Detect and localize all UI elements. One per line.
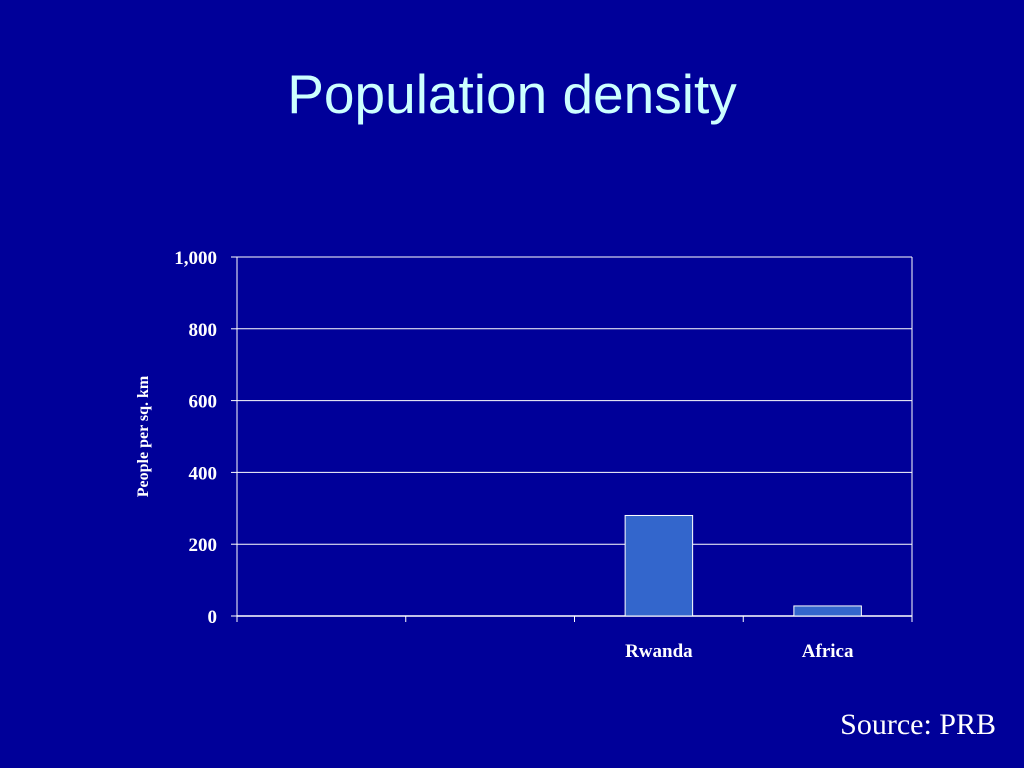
y-tick-label: 0 bbox=[208, 607, 218, 628]
x-category-label: Rwanda bbox=[625, 641, 693, 662]
slide-title: Population density bbox=[287, 63, 737, 125]
y-tick-label: 800 bbox=[189, 320, 218, 341]
y-tick-label: 400 bbox=[189, 463, 218, 484]
y-axis-label: People per sq. km bbox=[135, 375, 152, 497]
x-category-label: Africa bbox=[802, 641, 854, 662]
y-tick-label: 200 bbox=[189, 535, 218, 556]
y-tick-label: 1,000 bbox=[174, 248, 217, 269]
y-tick-label: 600 bbox=[189, 392, 218, 413]
bar-africa bbox=[793, 605, 862, 617]
bar-rwanda bbox=[624, 514, 694, 617]
population-density-chart: 0 200 400 600 800 1,000 Rwanda Africa People per… bbox=[135, 248, 913, 662]
source-note: Source: PRB bbox=[840, 708, 996, 741]
